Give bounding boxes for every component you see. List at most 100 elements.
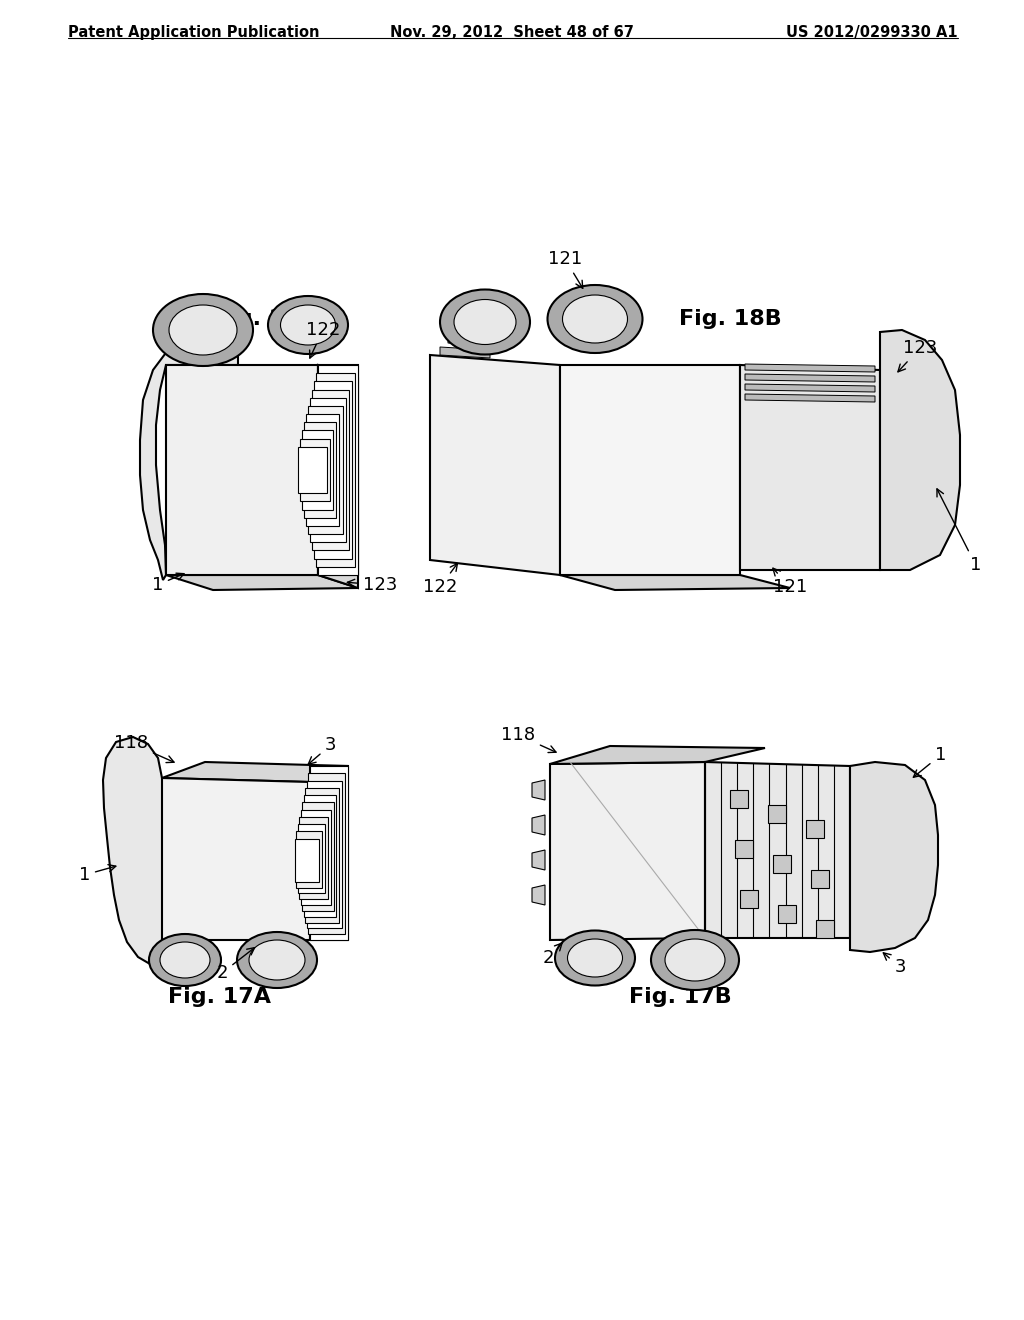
Polygon shape bbox=[740, 366, 880, 570]
Ellipse shape bbox=[153, 294, 253, 366]
Polygon shape bbox=[301, 809, 331, 906]
Text: 123: 123 bbox=[898, 339, 937, 372]
Ellipse shape bbox=[567, 939, 623, 977]
Text: Patent Application Publication: Patent Application Publication bbox=[68, 25, 319, 40]
Polygon shape bbox=[308, 774, 345, 935]
Ellipse shape bbox=[440, 289, 530, 355]
Polygon shape bbox=[300, 438, 330, 502]
Polygon shape bbox=[550, 746, 765, 764]
Ellipse shape bbox=[665, 939, 725, 981]
Polygon shape bbox=[449, 335, 498, 346]
Text: 3: 3 bbox=[308, 737, 337, 764]
Polygon shape bbox=[440, 347, 490, 358]
Polygon shape bbox=[166, 366, 318, 576]
Text: 1: 1 bbox=[152, 573, 184, 594]
Polygon shape bbox=[318, 366, 358, 587]
Polygon shape bbox=[103, 737, 166, 968]
Polygon shape bbox=[302, 430, 333, 510]
Polygon shape bbox=[735, 840, 753, 858]
Polygon shape bbox=[850, 762, 938, 952]
Polygon shape bbox=[532, 814, 545, 836]
Polygon shape bbox=[560, 576, 790, 590]
Polygon shape bbox=[305, 788, 339, 923]
Polygon shape bbox=[745, 384, 874, 392]
Ellipse shape bbox=[651, 931, 739, 990]
Polygon shape bbox=[304, 422, 336, 517]
Polygon shape bbox=[307, 780, 342, 928]
Text: Nov. 29, 2012  Sheet 48 of 67: Nov. 29, 2012 Sheet 48 of 67 bbox=[390, 25, 634, 40]
Polygon shape bbox=[730, 789, 748, 808]
Text: 118: 118 bbox=[114, 734, 174, 763]
Ellipse shape bbox=[281, 305, 336, 345]
Polygon shape bbox=[306, 414, 339, 525]
Text: Fig. 17B: Fig. 17B bbox=[629, 987, 731, 1007]
Polygon shape bbox=[806, 820, 824, 838]
Polygon shape bbox=[140, 333, 238, 579]
Text: 1: 1 bbox=[79, 865, 116, 884]
Text: Fig. 18B: Fig. 18B bbox=[679, 309, 781, 329]
Polygon shape bbox=[312, 389, 349, 550]
Polygon shape bbox=[745, 374, 874, 381]
Polygon shape bbox=[456, 323, 506, 334]
Polygon shape bbox=[430, 355, 560, 576]
Polygon shape bbox=[773, 855, 791, 873]
Polygon shape bbox=[705, 762, 850, 939]
Polygon shape bbox=[162, 762, 348, 781]
Polygon shape bbox=[778, 906, 796, 923]
Polygon shape bbox=[550, 762, 705, 940]
Polygon shape bbox=[560, 366, 740, 576]
Polygon shape bbox=[880, 330, 961, 570]
Ellipse shape bbox=[150, 935, 221, 986]
Polygon shape bbox=[740, 890, 758, 908]
Polygon shape bbox=[302, 803, 334, 911]
Polygon shape bbox=[768, 805, 786, 822]
Polygon shape bbox=[310, 766, 348, 940]
Polygon shape bbox=[299, 817, 328, 899]
Text: 1: 1 bbox=[913, 746, 946, 777]
Polygon shape bbox=[532, 780, 545, 800]
Text: Fig. 17A: Fig. 17A bbox=[169, 987, 271, 1007]
Polygon shape bbox=[318, 366, 358, 576]
Polygon shape bbox=[296, 832, 322, 887]
Polygon shape bbox=[163, 837, 175, 853]
Text: 2: 2 bbox=[216, 948, 255, 982]
Polygon shape bbox=[162, 777, 310, 940]
Text: 1: 1 bbox=[937, 488, 981, 574]
Polygon shape bbox=[298, 446, 327, 494]
Polygon shape bbox=[308, 407, 343, 535]
Ellipse shape bbox=[454, 300, 516, 345]
Polygon shape bbox=[816, 920, 834, 939]
Polygon shape bbox=[532, 884, 545, 906]
Polygon shape bbox=[745, 393, 874, 403]
Polygon shape bbox=[166, 576, 358, 590]
Text: 121: 121 bbox=[548, 249, 583, 288]
Ellipse shape bbox=[268, 296, 348, 354]
Text: 118: 118 bbox=[501, 726, 556, 752]
Ellipse shape bbox=[555, 931, 635, 986]
Polygon shape bbox=[298, 824, 325, 894]
Polygon shape bbox=[295, 838, 319, 882]
Polygon shape bbox=[304, 795, 337, 916]
Polygon shape bbox=[811, 870, 829, 888]
Polygon shape bbox=[316, 374, 355, 566]
Ellipse shape bbox=[169, 305, 237, 355]
Polygon shape bbox=[532, 850, 545, 870]
Ellipse shape bbox=[237, 932, 317, 987]
Text: US 2012/0299330 A1: US 2012/0299330 A1 bbox=[786, 25, 958, 40]
Ellipse shape bbox=[160, 942, 210, 978]
Polygon shape bbox=[745, 364, 874, 372]
Text: 122: 122 bbox=[423, 564, 458, 597]
Polygon shape bbox=[310, 397, 346, 543]
Text: 121: 121 bbox=[773, 568, 807, 597]
Polygon shape bbox=[163, 882, 175, 898]
Polygon shape bbox=[318, 366, 358, 576]
Polygon shape bbox=[310, 766, 348, 940]
Ellipse shape bbox=[562, 294, 628, 343]
Ellipse shape bbox=[249, 940, 305, 979]
Text: Fig. 18A: Fig. 18A bbox=[213, 309, 316, 329]
Text: 3: 3 bbox=[884, 953, 906, 975]
Polygon shape bbox=[464, 312, 514, 322]
Text: 122: 122 bbox=[306, 321, 340, 358]
Ellipse shape bbox=[548, 285, 642, 352]
Polygon shape bbox=[314, 381, 352, 558]
